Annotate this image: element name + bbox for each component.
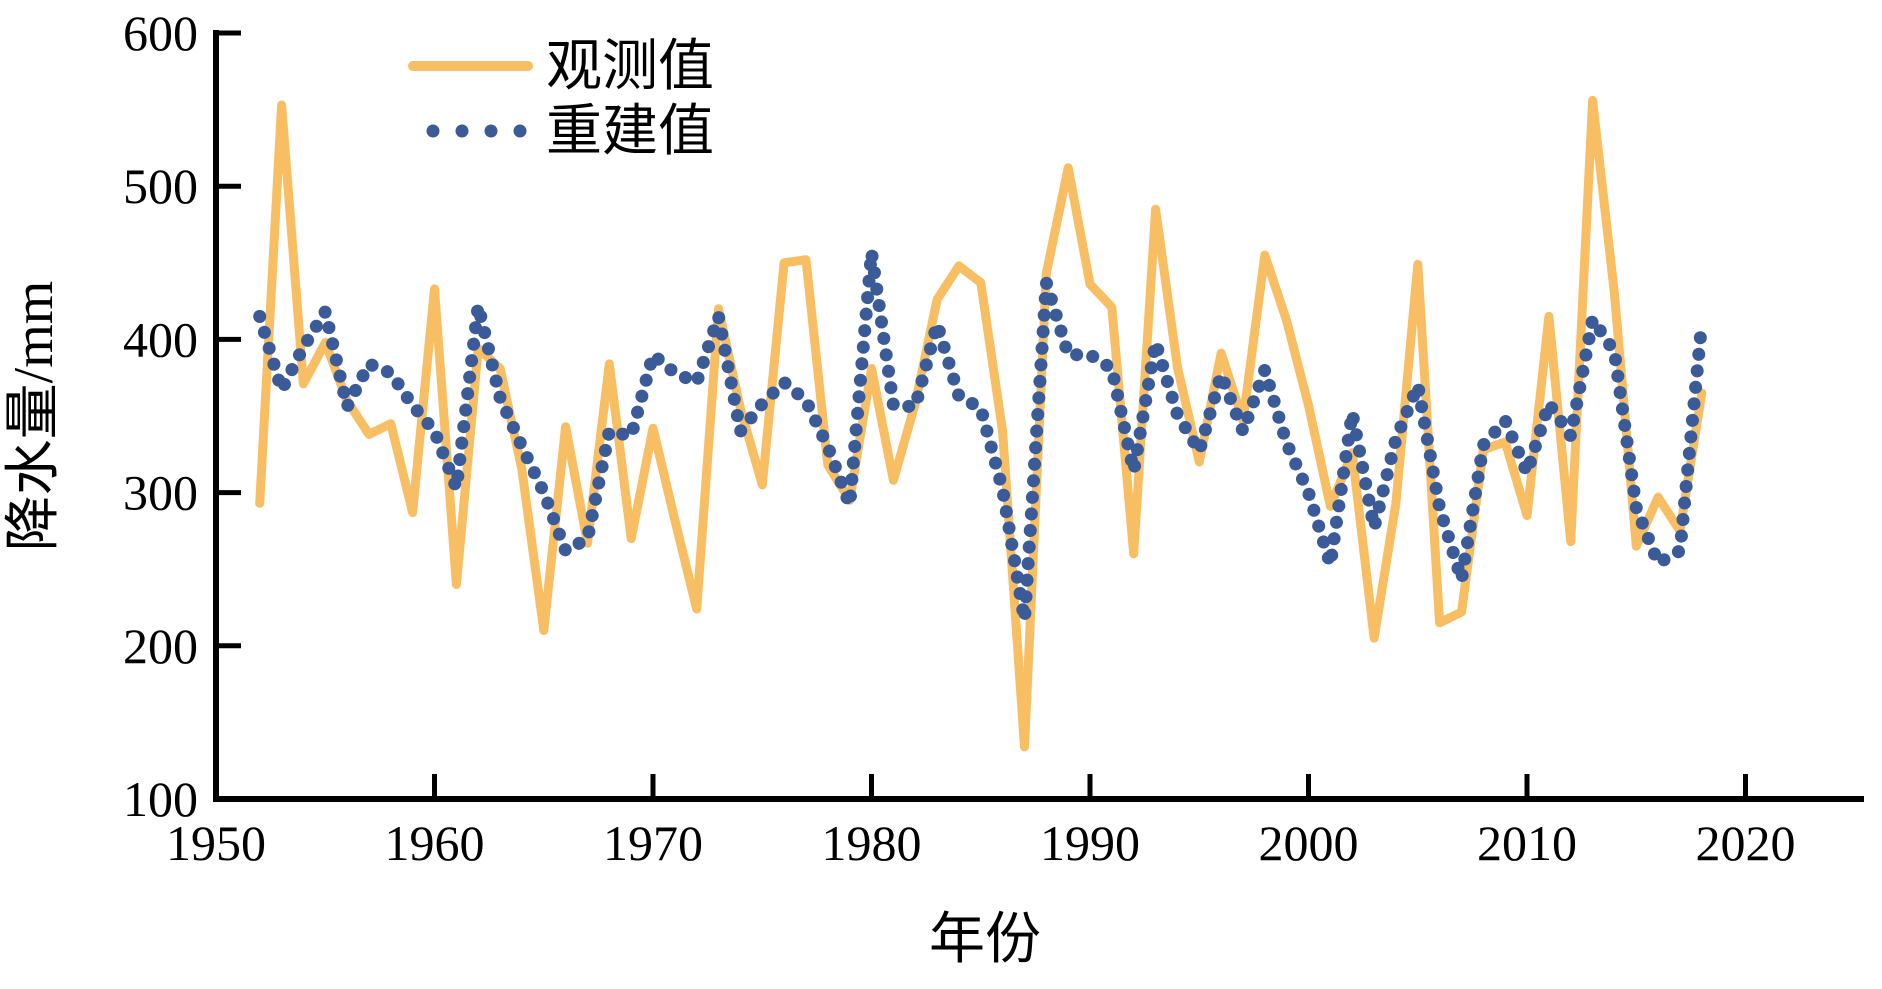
x-tick-group xyxy=(432,774,1748,796)
x-tick-label: 1960 xyxy=(385,815,485,871)
reconstructed-dotted-line xyxy=(253,245,1709,627)
x-tick-label: 2010 xyxy=(1477,815,1577,871)
x-tick-label-group: 1950 1960 1970 1980 1990 2000 2010 2020 xyxy=(166,815,1796,871)
y-tick-label-group: 100 200 300 400 500 600 xyxy=(123,5,198,827)
legend-reconstructed-dots-swatch xyxy=(426,124,527,138)
y-axis-title: 降水量/mm xyxy=(3,281,65,552)
legend-dot xyxy=(426,124,440,138)
y-tick-label: 300 xyxy=(123,465,198,521)
legend-reconstructed-label: 重建值 xyxy=(546,101,714,163)
y-tick-label: 400 xyxy=(123,311,198,367)
axes: 1950 1960 1970 1980 1990 2000 2010 2020 100 200 3… xyxy=(123,5,1864,871)
legend-dot xyxy=(513,124,527,138)
x-tick-label: 2020 xyxy=(1696,815,1796,871)
y-tick-label: 100 xyxy=(123,771,198,827)
x-tick-label: 2000 xyxy=(1259,815,1359,871)
legend-dot xyxy=(455,124,469,138)
x-tick-label: 1970 xyxy=(603,815,703,871)
legend-dot xyxy=(484,124,498,138)
x-tick-label: 1980 xyxy=(822,815,922,871)
legend-observed-label: 观测值 xyxy=(546,36,714,98)
x-tick-label: 1990 xyxy=(1040,815,1140,871)
y-tick-label: 500 xyxy=(123,158,198,214)
y-tick-label: 600 xyxy=(123,5,198,61)
observed-line xyxy=(255,95,1707,752)
y-tick-label: 200 xyxy=(123,618,198,674)
x-tick-label: 1950 xyxy=(166,815,266,871)
y-tick-group xyxy=(219,30,241,649)
x-axis-title: 年份 xyxy=(929,909,1041,971)
legend: 观测值 重建值 xyxy=(408,36,714,163)
series-group xyxy=(253,95,1709,752)
